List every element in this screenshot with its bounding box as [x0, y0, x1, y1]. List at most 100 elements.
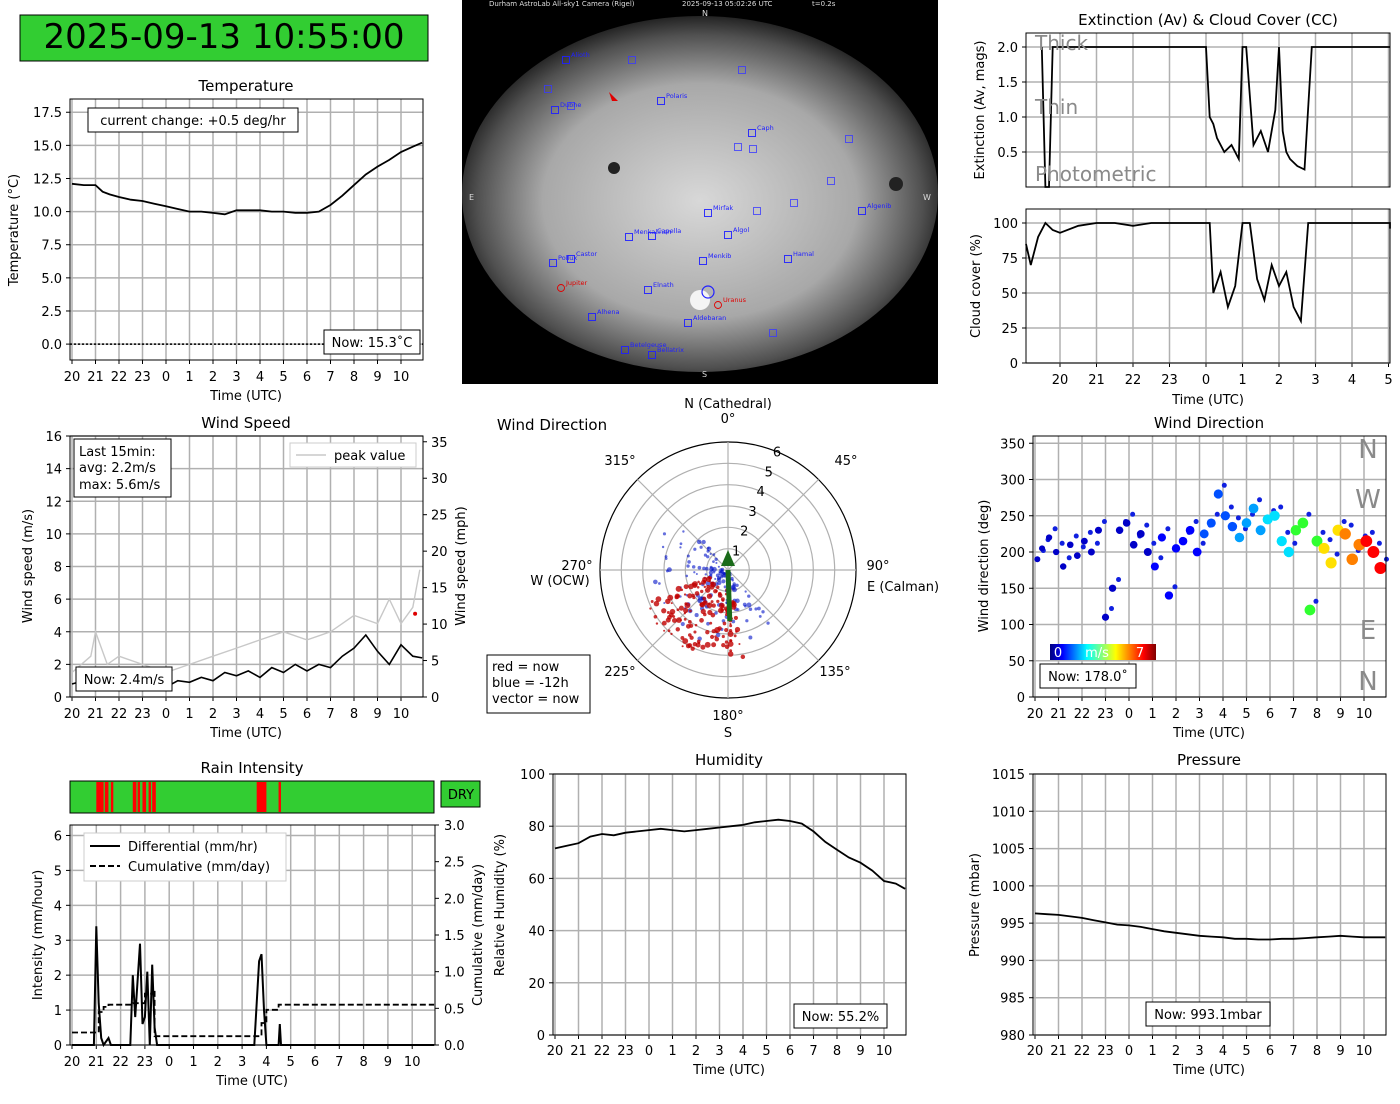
y-tick-label: 50: [1008, 655, 1025, 670]
scatter-point-now: [722, 621, 727, 626]
y-right-tick-label: 30: [431, 472, 448, 487]
legend-label: Differential (mm/hr): [128, 840, 258, 855]
x-tick-label: 1: [185, 370, 193, 385]
x-tick-label: 6: [311, 1055, 319, 1070]
y-tick-label: 5: [54, 864, 62, 879]
x-tick-label: 10: [393, 370, 410, 385]
direction-point: [1066, 555, 1072, 561]
x-tick-label: 2: [214, 1055, 222, 1070]
now-box: [323, 329, 421, 355]
polar-legend-line: red = now: [492, 660, 560, 675]
y-tick-label: 1: [54, 1004, 62, 1019]
temperature-frame: [69, 98, 424, 361]
scatter-point-now: [704, 587, 711, 593]
y-axis-label: Wind speed (m/s): [21, 509, 36, 623]
x-tick-label: 4: [256, 707, 264, 722]
scatter-point-now: [688, 583, 694, 590]
scatter-point-now: [649, 607, 652, 610]
x-tick-label: 0: [1125, 707, 1133, 722]
datetime-box: [19, 14, 429, 62]
y-tick-label: 7.5: [41, 239, 62, 254]
x-tick-label: 7: [326, 707, 334, 722]
rain-period-marker: [104, 782, 109, 812]
star-marker-unlabeled: [769, 329, 777, 337]
wind-speed-frame: [69, 435, 424, 698]
now-box: [1039, 663, 1137, 689]
x-tick-label: 7: [809, 1044, 817, 1059]
y-tick-label: 0: [54, 691, 62, 706]
wind-direction-frame: [1032, 435, 1387, 698]
scatter-point-past: [731, 619, 736, 624]
x-tick-label: 9: [373, 370, 381, 385]
rain-period-marker: [152, 782, 156, 812]
x-tick-label: 5: [1242, 707, 1250, 722]
annotation-box: [87, 107, 299, 133]
scatter-point-past: [708, 570, 714, 575]
scatter-point-now: [733, 615, 738, 620]
scatter-point-past: [714, 557, 718, 561]
scatter-point-now: [729, 624, 733, 628]
scatter-point-past: [712, 553, 716, 556]
scatter-point-past: [715, 561, 718, 564]
scatter-point-past: [662, 532, 667, 536]
stats-box: [73, 438, 172, 498]
y-tick-label: 5.0: [41, 272, 62, 287]
humidity-frame: [552, 773, 907, 1036]
y-tick-label: 75: [1001, 252, 1018, 267]
compass-label-north: N (Cathedral): [684, 397, 772, 412]
scatter-point-now: [710, 634, 715, 639]
direction-point: [1278, 504, 1284, 510]
star-label: Jupiter: [565, 279, 588, 287]
scatter-point-now: [727, 631, 734, 637]
direction-point: [1122, 519, 1131, 527]
polar-legend-box: [486, 654, 591, 714]
scatter-point-past: [716, 577, 722, 582]
direction-point: [1038, 545, 1046, 552]
x-tick-label: 6: [1266, 1044, 1274, 1059]
x-tick-label: 22: [112, 1055, 129, 1070]
scatter-point-now: [710, 612, 716, 618]
direction-point: [1304, 604, 1316, 616]
scatter-point-now: [696, 639, 701, 644]
x-tick-label: 9: [856, 1044, 864, 1059]
direction-point: [1150, 562, 1159, 571]
scatter-point-now: [678, 605, 684, 611]
scatter-point-now: [689, 609, 692, 613]
rain-period-marker: [132, 782, 137, 812]
temperature-chart: 20 21 22 23 0 1 2 3 4 5 6 7 8 9 100.02.55.07.510.012.5…: [7, 77, 424, 404]
scatter-point-past: [694, 613, 699, 618]
y-right-tick-label: 1.5: [444, 929, 465, 944]
x-axis-label: Time (UTC): [215, 1074, 288, 1089]
scatter-point-past: [709, 552, 712, 556]
x-tick-label: 8: [1313, 707, 1321, 722]
y-tick-label: 0: [1010, 357, 1018, 372]
direction-point: [1034, 556, 1041, 563]
x-tick-label: 4: [739, 1044, 747, 1059]
direction-point: [1206, 518, 1216, 528]
rain-period-marker: [137, 782, 141, 812]
scatter-point-past: [714, 577, 717, 580]
scatter-point-now: [703, 601, 707, 604]
direction-point: [1235, 515, 1241, 521]
scatter-point-past: [663, 601, 666, 605]
scatter-point-now: [730, 604, 737, 610]
scatter-point-past: [693, 571, 696, 574]
differential-line: [72, 926, 435, 1048]
direction-point: [1116, 577, 1122, 583]
angle-label: 135°: [819, 665, 850, 680]
scatter-point-past: [697, 565, 702, 570]
y-tick-label: 10.0: [33, 206, 62, 221]
direction-point: [1346, 553, 1359, 566]
y-tick-label: 16: [45, 430, 62, 445]
direction-point: [1318, 542, 1330, 554]
x-tick-label: 20: [1027, 707, 1044, 722]
star-label: Menkalinan: [634, 228, 671, 236]
scatter-point-now: [708, 602, 711, 606]
star-label: Aldebaran: [693, 314, 726, 322]
y-tick-label: 2.0: [997, 41, 1018, 56]
direction-point: [1052, 548, 1060, 556]
legend-label: peak value: [334, 449, 405, 464]
scatter-point-now: [674, 593, 681, 599]
scatter-point-now: [724, 640, 729, 644]
compass-side-label: E: [1360, 616, 1376, 646]
